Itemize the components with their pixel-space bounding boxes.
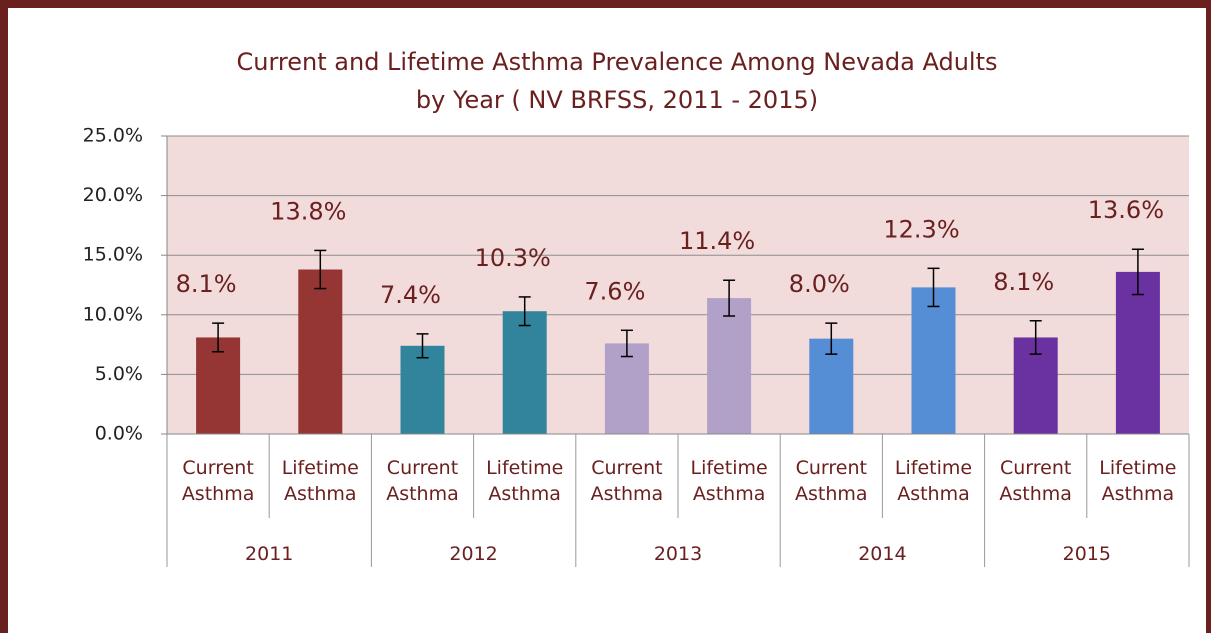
bar [196, 337, 241, 434]
x-tick-label: Lifetime Asthma [690, 457, 768, 505]
x-tick-label: Lifetime Asthma [894, 457, 973, 505]
chart-title: by Year ( NV BRFSS, 2011 - 2015) [416, 86, 818, 114]
data-label: 13.8% [270, 197, 346, 225]
x-tick-label: Current Asthma [795, 457, 868, 505]
bar [911, 287, 956, 434]
group-label: 2012 [449, 543, 498, 565]
x-tick-label: Lifetime Asthma [1099, 457, 1177, 505]
x-tick-label: Current Asthma [386, 457, 459, 505]
y-tick-label: 10.0% [83, 303, 143, 325]
y-tick-label: 25.0% [83, 125, 143, 147]
data-label: 12.3% [883, 215, 959, 243]
group-label: 2011 [245, 543, 294, 565]
x-tick-label: Lifetime Asthma [486, 457, 564, 505]
y-tick-label: 5.0% [95, 363, 143, 385]
bar [298, 269, 343, 434]
data-label: 10.3% [475, 244, 551, 272]
bar [400, 345, 445, 434]
x-tick-label: Current Asthma [590, 457, 664, 505]
x-tick-label: Lifetime Asthma [281, 457, 359, 505]
x-tick-label: Current Asthma [181, 457, 255, 505]
bar [502, 311, 547, 434]
data-label: 13.6% [1088, 196, 1164, 224]
data-label: 8.0% [789, 270, 850, 298]
y-tick-label: 20.0% [83, 184, 143, 206]
y-tick-label: 0.0% [95, 423, 143, 445]
x-tick-label: Current Asthma [999, 457, 1072, 505]
bar [604, 343, 649, 434]
group-label: 2015 [1062, 543, 1111, 565]
group-label: 2013 [653, 543, 703, 565]
data-label: 11.4% [679, 227, 755, 255]
data-label: 7.4% [380, 281, 441, 309]
data-label: 8.1% [176, 270, 237, 298]
bar [707, 298, 752, 434]
bar [1115, 271, 1160, 434]
group-label: 2014 [858, 543, 907, 565]
y-tick-label: 15.0% [83, 244, 143, 266]
data-label: 7.6% [584, 277, 645, 305]
chart-title: Current and Lifetime Asthma Prevalence A… [237, 48, 998, 76]
data-label: 8.1% [993, 268, 1054, 296]
